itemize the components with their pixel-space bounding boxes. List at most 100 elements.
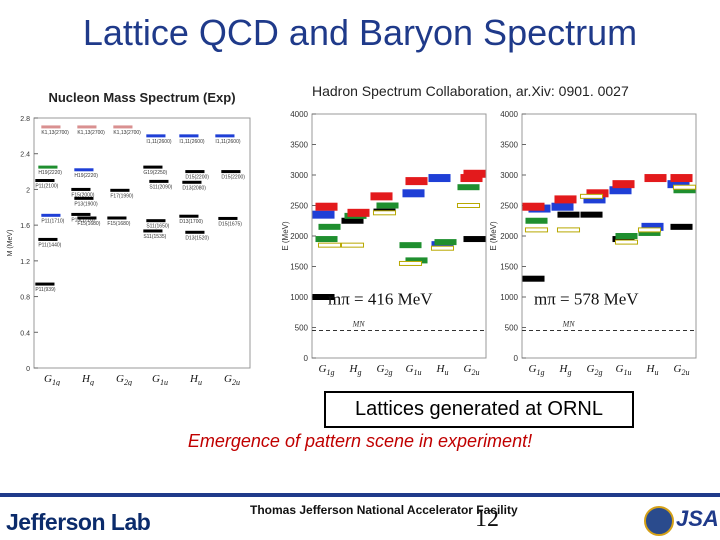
y-tick-label: 3000: [290, 171, 308, 180]
state-level: [557, 211, 580, 218]
y-tick-label: 1000: [290, 293, 308, 302]
y-tick-label: 0: [514, 354, 519, 363]
pion-mass-annotation: mπ = 416 MeV: [328, 289, 433, 308]
state-level: [431, 241, 454, 250]
state-label: P11(1710): [41, 218, 64, 224]
y-axis-label: E (MeV): [282, 221, 290, 251]
state-label: F15(1680): [77, 221, 100, 227]
state-level: [460, 174, 483, 183]
state-level: [402, 189, 425, 198]
y-tick-label: 0.4: [20, 330, 30, 337]
y-tick-label: 2.8: [20, 116, 30, 123]
y-tick-label: 2000: [290, 232, 308, 241]
state-level: [556, 227, 581, 233]
state-level: [149, 179, 169, 183]
state-label: P13(1720): [71, 217, 95, 223]
state-level: [673, 187, 696, 194]
state-level: [456, 203, 481, 208]
state-level: [146, 134, 166, 138]
citation: Hadron Spectrum Collaboration, ar.Xiv: 0…: [312, 83, 629, 99]
category-label: G1u: [616, 363, 632, 377]
state-level: [405, 257, 428, 264]
state-level: [405, 177, 428, 186]
state-level: [579, 193, 604, 199]
state-level: [522, 202, 545, 211]
state-level: [670, 223, 693, 230]
y-tick-label: 1.6: [20, 223, 30, 230]
y-tick-label: 0: [304, 354, 309, 363]
experimental-spectrum-svg: Nucleon Mass Spectrum (Exp) 0 0.4 0.8 1.2 1.6…: [7, 90, 251, 387]
category-label: Hg: [81, 373, 94, 386]
state-label: D15(1675): [218, 221, 242, 227]
state-label: D13(1520): [185, 235, 209, 241]
category-subscript: 1u: [623, 368, 631, 377]
state-level: [340, 242, 365, 248]
category-subscript: 2g: [594, 368, 602, 377]
category-label: Hg: [559, 363, 572, 377]
state-level: [74, 196, 94, 200]
state-label: F17(1990): [110, 193, 133, 199]
category-subscript: 1u: [413, 368, 421, 377]
state-level: [583, 195, 606, 204]
category-subscript: 1g: [536, 368, 544, 377]
state-level: [580, 211, 603, 218]
state-level: [370, 192, 393, 201]
category-subscript: 2u: [471, 368, 479, 377]
jsa-logo: JSA: [676, 506, 719, 531]
state-level: [215, 134, 235, 138]
state-level: [428, 174, 451, 183]
state-level: [77, 216, 97, 220]
y-tick-label: 0: [26, 366, 30, 373]
jefferson-lab-logo: Jefferson Lab: [6, 509, 151, 535]
state-level: [615, 233, 638, 239]
state-level: [218, 216, 238, 220]
y-tick-label: 2500: [500, 202, 518, 211]
category-subscript: g: [567, 368, 571, 377]
category-label: G1g: [319, 363, 335, 377]
category-label: G2u: [224, 373, 240, 386]
doe-seal-icon: [644, 506, 674, 536]
state-level: [554, 195, 577, 204]
state-level: [182, 180, 202, 184]
y-tick-label: 1500: [290, 263, 308, 272]
state-level: [74, 168, 94, 172]
y-tick-label: 2: [26, 187, 30, 194]
plot-frame: [521, 113, 697, 359]
state-label: S11(2090): [149, 184, 172, 190]
state-level: [667, 180, 690, 189]
state-level: [38, 237, 58, 241]
state-level: [315, 202, 338, 211]
plot-frame: [33, 117, 251, 369]
y-tick-label: 1500: [500, 263, 518, 272]
state-level: [525, 217, 548, 224]
state-level: [551, 202, 574, 211]
footer-divider: [0, 493, 720, 497]
page-number: 12: [475, 506, 499, 532]
y-tick-label: 1.2: [20, 259, 30, 266]
state-level: [312, 294, 335, 300]
lattice-416-plot: 0 500 1000 1500 2000 2500 3000 3500 4000 E (MeV) G…: [281, 108, 490, 380]
category-subscript: 2u: [681, 368, 689, 377]
state-label: K1,13(2700): [77, 130, 105, 136]
state-label: P13(1900): [74, 201, 98, 207]
state-level: [376, 202, 399, 209]
state-level: [143, 229, 163, 233]
state-level: [179, 214, 199, 218]
category-label: G1u: [406, 363, 422, 377]
y-tick-label: 0.8: [20, 295, 30, 302]
state-label: P11(2100): [35, 184, 58, 190]
category-subscript: 2u: [232, 378, 240, 386]
plot-frame: [311, 113, 487, 359]
category-label: Hg: [349, 363, 362, 377]
category-subscript: 2g: [124, 378, 132, 386]
category-subscript: 1u: [160, 378, 168, 386]
category-subscript: u: [198, 378, 202, 386]
state-level: [315, 236, 338, 243]
state-level: [38, 165, 58, 169]
lattice-578-plot: 0 500 1000 1500 2000 2500 3000 3500 4000 E (MeV) G…: [488, 108, 700, 380]
category-label: Hu: [646, 363, 659, 377]
state-level: [641, 222, 664, 231]
state-level: [672, 184, 697, 190]
y-tick-label: 2500: [290, 202, 308, 211]
state-label: D13(1700): [179, 219, 203, 225]
